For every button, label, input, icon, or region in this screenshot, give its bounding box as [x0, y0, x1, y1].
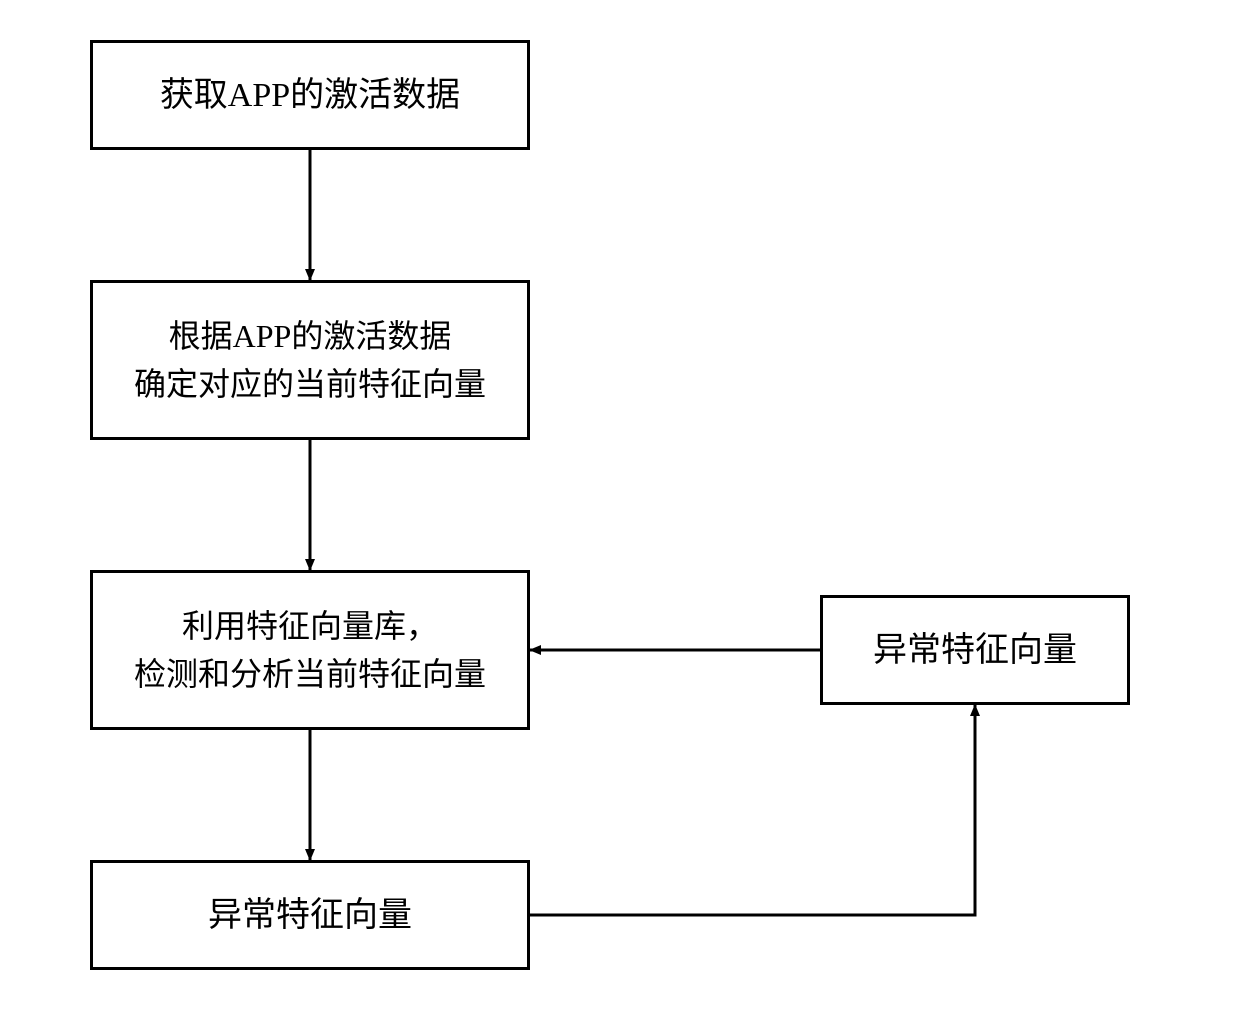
flowchart-node-acquire-data: 获取APP的激活数据	[90, 40, 530, 150]
node-text: 利用特征向量库，	[182, 602, 438, 650]
node-text: 根据APP的激活数据	[169, 312, 452, 360]
flowchart-node-determine-vector: 根据APP的激活数据 确定对应的当前特征向量	[90, 280, 530, 440]
flowchart-node-abnormal-vector-feedback: 异常特征向量	[820, 595, 1130, 705]
flowchart-node-detect-analyze: 利用特征向量库， 检测和分析当前特征向量	[90, 570, 530, 730]
node-text: 检测和分析当前特征向量	[134, 650, 486, 698]
node-text: 获取APP的激活数据	[160, 70, 460, 121]
node-text: 异常特征向量	[873, 625, 1077, 676]
node-text: 确定对应的当前特征向量	[134, 360, 486, 408]
node-text: 异常特征向量	[208, 890, 412, 941]
flowchart-node-abnormal-vector-out: 异常特征向量	[90, 860, 530, 970]
